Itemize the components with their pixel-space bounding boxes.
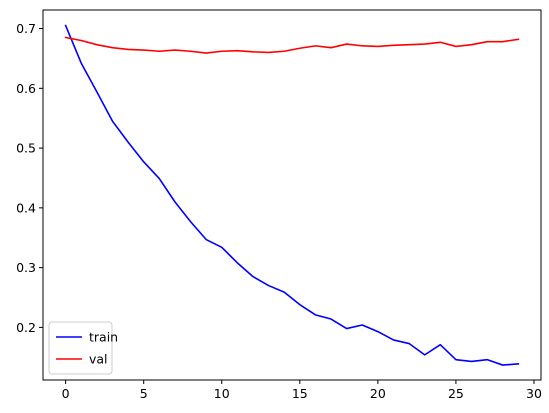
y-tick-label: 0.7 bbox=[16, 21, 36, 36]
legend-label-train: train bbox=[89, 330, 118, 345]
x-tick-label: 0 bbox=[62, 386, 70, 401]
x-tick-label: 25 bbox=[448, 386, 464, 401]
axes-frame bbox=[42, 9, 542, 381]
legend-label-val: val bbox=[89, 352, 108, 367]
y-tick-label: 0.3 bbox=[16, 260, 36, 275]
y-tick-label: 0.5 bbox=[16, 141, 36, 156]
x-tick-label: 10 bbox=[214, 386, 230, 401]
x-axis-ticks: 0 5 10 15 20 25 30 bbox=[62, 380, 542, 401]
y-tick-label: 0.2 bbox=[16, 320, 36, 335]
x-tick-label: 30 bbox=[526, 386, 542, 401]
y-tick-label: 0.6 bbox=[16, 81, 36, 96]
x-tick-label: 15 bbox=[292, 386, 308, 401]
legend: train val bbox=[48, 321, 118, 375]
y-tick-label: 0.4 bbox=[16, 200, 36, 215]
series-lines bbox=[64, 24, 520, 366]
y-axis-ticks: 0.2 0.3 0.4 0.5 0.6 0.7 bbox=[16, 21, 43, 335]
x-tick-label: 20 bbox=[370, 386, 386, 401]
legend-box bbox=[48, 321, 113, 375]
x-tick-label: 5 bbox=[140, 386, 148, 401]
series-line-val bbox=[64, 36, 520, 54]
series-line-train bbox=[64, 24, 520, 366]
